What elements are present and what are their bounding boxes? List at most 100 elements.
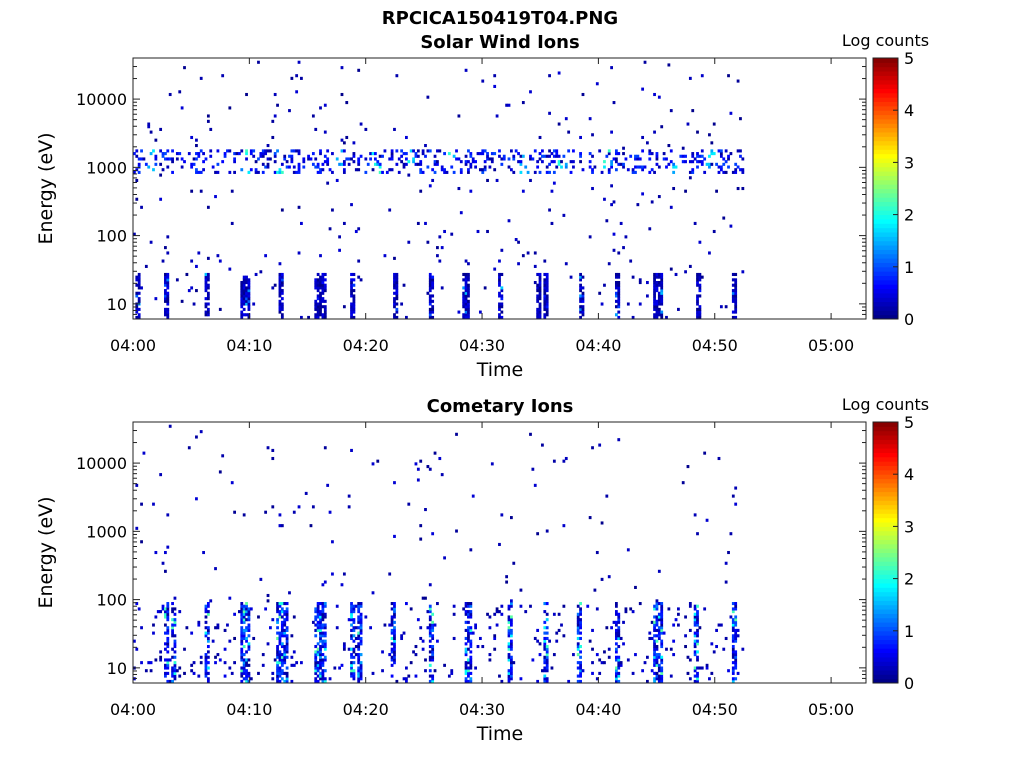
spectrogram-cell — [669, 149, 673, 153]
spectrogram-cell — [314, 671, 318, 675]
spectrogram-cell — [154, 154, 158, 158]
colorbar-segment — [873, 131, 898, 137]
spectrogram-cell — [464, 280, 468, 285]
spectrogram-cell — [464, 628, 468, 632]
spectrogram-cell — [319, 299, 322, 303]
spectrogram-cell — [648, 157, 652, 161]
spectrogram-cell — [443, 168, 446, 172]
spectrogram-cell — [321, 674, 325, 678]
spectrogram-cell — [314, 623, 318, 627]
spectrogram-cell — [731, 679, 735, 683]
spectrogram-cell — [373, 157, 377, 161]
colorbar-segment — [873, 443, 898, 449]
spectrogram-cell — [269, 626, 272, 630]
spectrogram-cell — [240, 634, 244, 638]
spectrogram-cell — [731, 653, 735, 657]
spectrogram-cell — [731, 283, 735, 287]
spectrogram-cell — [228, 666, 232, 670]
spectrogram-cell — [617, 620, 621, 624]
spectrogram-cell — [614, 628, 618, 632]
spectrogram-cell — [712, 650, 716, 654]
spectrogram-cell — [319, 655, 322, 659]
spectrogram-cell — [273, 160, 277, 164]
spectrogram-cell — [319, 149, 322, 153]
spectrogram-cell — [228, 170, 232, 174]
spectrogram-cell — [285, 618, 289, 622]
spectrogram-cell — [617, 663, 621, 667]
colorbar-segment — [873, 92, 898, 98]
spectrogram-cell — [727, 669, 730, 673]
spectrogram-cell — [595, 653, 599, 657]
spectrogram-cell — [545, 170, 549, 174]
spectrogram-cell — [249, 677, 253, 681]
spectrogram-cell — [357, 68, 361, 72]
colorbar-segment — [873, 145, 898, 150]
spectrogram-cell — [734, 653, 738, 657]
spectrogram-cell — [614, 620, 618, 624]
spectrogram-cell — [688, 76, 692, 80]
spectrogram-cell — [734, 620, 738, 624]
spectrogram-cell — [617, 294, 621, 298]
colorbar-tick-label: 3 — [904, 153, 914, 172]
spectrogram-cell — [278, 272, 282, 277]
spectrogram-cell — [617, 152, 621, 156]
colorbar-segment — [873, 596, 898, 601]
spectrogram-cell — [173, 642, 177, 646]
spectrogram-cell — [576, 647, 580, 651]
spectrogram-cell — [171, 607, 174, 611]
spectrogram-cell — [536, 313, 540, 317]
spectrogram-cell — [242, 653, 246, 657]
spectrogram-cell — [552, 154, 556, 158]
spectrogram-cell — [323, 679, 327, 683]
spectrogram-cell — [204, 302, 208, 306]
spectrogram-cell — [276, 149, 279, 153]
spectrogram-cell — [538, 307, 542, 311]
spectrogram-cell — [183, 647, 186, 651]
spectrogram-cell — [507, 103, 511, 107]
spectrogram-cell — [166, 278, 170, 282]
spectrogram-cell — [278, 310, 282, 314]
spectrogram-cell — [712, 152, 716, 156]
spectrogram-cell — [352, 305, 356, 309]
spectrogram-cell — [135, 307, 139, 311]
spectrogram-cell — [218, 470, 222, 474]
spectrogram-cell — [495, 610, 499, 614]
spectrogram-cell — [638, 302, 642, 306]
colorbar-segment — [873, 461, 898, 466]
spectrogram-cell — [285, 626, 289, 630]
spectrogram-cell — [240, 647, 244, 651]
spectrogram-cell — [545, 647, 549, 651]
spectrogram-cell — [734, 677, 738, 681]
spectrogram-cell — [708, 165, 711, 169]
spectrogram-cell — [164, 642, 167, 646]
spectrogram-cell — [543, 291, 547, 295]
spectrogram-cell — [319, 254, 322, 258]
spectrogram-cell — [173, 666, 177, 670]
spectrogram-cell — [467, 289, 470, 293]
spectrogram-cell — [393, 655, 396, 659]
spectrogram-cell — [135, 154, 139, 158]
spectrogram-cell — [276, 661, 279, 665]
spectrogram-cell — [204, 278, 208, 282]
spectrogram-cell — [359, 669, 363, 673]
spectrogram-cell — [500, 294, 504, 298]
spectrogram-cell — [242, 658, 246, 662]
spectrogram-cell — [629, 607, 633, 611]
spectrogram-cell — [245, 152, 248, 156]
spectrogram-cell — [662, 152, 666, 156]
colorbar-segment — [873, 140, 898, 146]
spectrogram-cell — [467, 674, 470, 678]
spectrogram-cell — [428, 307, 432, 311]
spectrogram-cell — [672, 162, 676, 166]
spectrogram-cell — [323, 612, 327, 616]
spectrogram-cell — [247, 623, 251, 627]
spectrogram-cell — [521, 101, 525, 105]
spectrogram-cell — [273, 170, 277, 174]
spectrogram-cell — [731, 618, 735, 622]
spectrogram-cell — [240, 299, 244, 303]
spectrogram-cell — [393, 278, 396, 282]
spectrogram-cell — [510, 602, 513, 606]
spectrogram-cell — [199, 170, 203, 174]
spectrogram-cell — [467, 634, 470, 638]
colorbar-segment — [873, 297, 898, 303]
